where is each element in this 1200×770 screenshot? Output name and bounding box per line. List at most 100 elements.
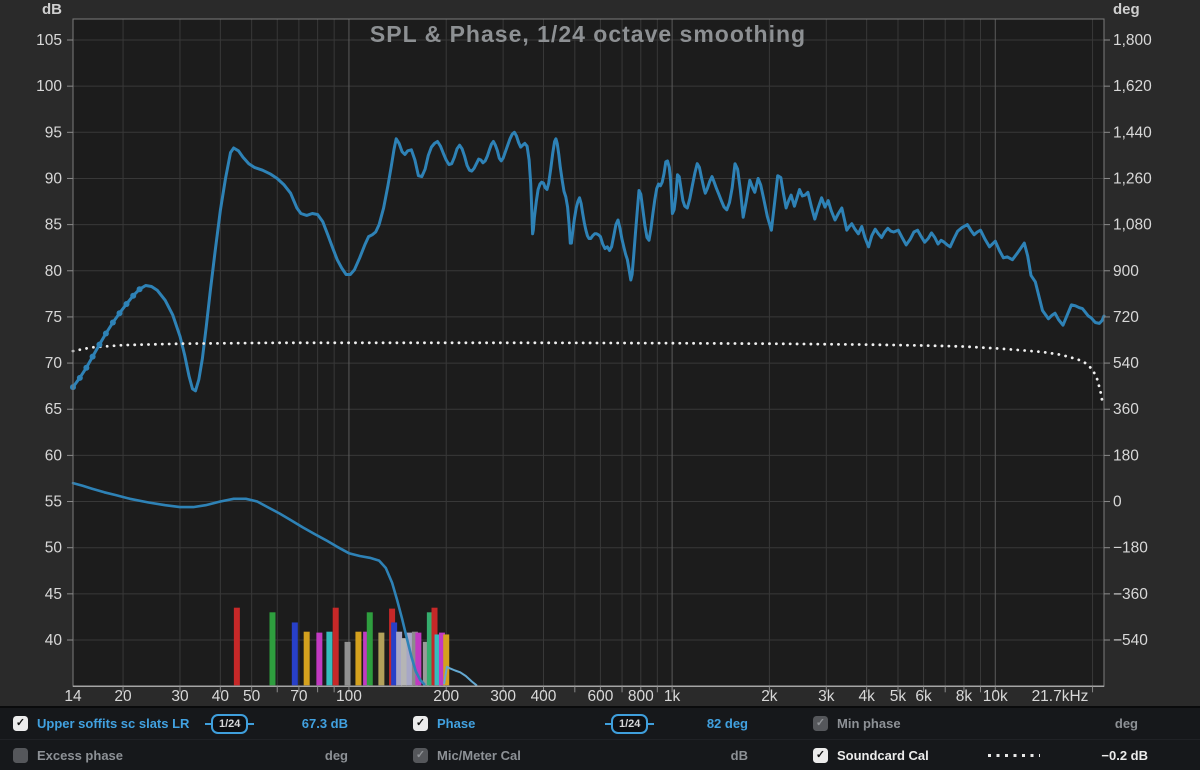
badge-dash xyxy=(205,722,211,725)
spl-data-dot xyxy=(102,330,109,337)
spl-data-dot xyxy=(109,319,116,326)
phase-smoothing-badge[interactable]: 1/24 xyxy=(611,713,649,734)
legend-cell-excess-phase: Excess phase deg xyxy=(0,740,400,770)
y-left-unit-label: dB xyxy=(42,1,62,18)
marker-bar xyxy=(355,631,362,686)
min-phase-label: Min phase xyxy=(837,716,901,731)
marker-bar xyxy=(400,638,407,686)
x-tick-label: 3k xyxy=(818,688,835,705)
marker-bar xyxy=(431,607,438,686)
legend-cell-upper-soffits: ✓ Upper soffits sc slats LR 1/24 67.3 dB xyxy=(0,708,400,739)
x-tick-label: 21.7kHz xyxy=(1032,688,1089,705)
legend-cell-mic-meter-cal: ✓ Mic/Meter Cal dB xyxy=(400,740,800,770)
marker-bar xyxy=(303,631,310,686)
y-axis-labels-db: 105 100 95 90 85 80 75 70 65 60 55 50 45 40 xyxy=(36,32,62,649)
spl-data-dot xyxy=(116,310,123,317)
spl-phase-chart: 14 20 30 40 50 70 100 200 300 400 600 800 1k 2k 3k 4k 5k… xyxy=(36,1,1153,705)
x-axis-labels: 14 20 30 40 50 70 100 200 300 400 600 800 1k 2k 3k 4k 5k… xyxy=(64,688,1088,705)
marker-bar xyxy=(316,632,323,686)
marker-bar xyxy=(326,631,333,686)
marker-bar xyxy=(443,634,450,686)
upper-soffits-checkbox[interactable]: ✓ xyxy=(13,716,28,731)
upper-soffits-smoothing-control: 1/24 xyxy=(205,713,255,734)
db-tick-label: 100 xyxy=(36,78,62,95)
deg-tick-label: −180 xyxy=(1113,540,1148,557)
marker-bar xyxy=(344,641,351,686)
soundcard-cal-readout: −0.2 dB xyxy=(1101,747,1148,763)
min-phase-readout: deg xyxy=(1114,716,1138,731)
excess-phase-label: Excess phase xyxy=(37,747,124,763)
chart-gridlines xyxy=(73,19,1104,687)
chart-title: SPL & Phase, 1/24 octave smoothing xyxy=(370,21,806,47)
marker-bar xyxy=(426,612,433,686)
x-tick-label: 70 xyxy=(290,688,308,705)
phase-checkbox[interactable]: ✓ xyxy=(413,716,428,731)
mic-meter-cal-readout: dB xyxy=(730,747,748,763)
marker-bar xyxy=(366,612,373,686)
spl-data-dot xyxy=(123,300,130,307)
y-right-unit-label: deg xyxy=(1113,1,1140,18)
trace-legend-panel: ✓ Upper soffits sc slats LR 1/24 67.3 dB ✓ Ph… xyxy=(0,706,1200,770)
deg-tick-label: 1,260 xyxy=(1113,170,1152,187)
plot-frame xyxy=(72,18,1105,688)
db-tick-label: 40 xyxy=(45,632,63,649)
plot-area[interactable] xyxy=(73,19,1104,687)
mic-meter-cal-label: Mic/Meter Cal xyxy=(437,747,521,763)
db-tick-label: 45 xyxy=(45,586,62,603)
soundcard-cal-checkbox[interactable]: ✓ xyxy=(813,747,828,763)
db-tick-label: 85 xyxy=(45,217,62,234)
x-tick-label: 800 xyxy=(628,688,654,705)
x-tick-label: 4k xyxy=(858,688,875,705)
x-tick-label: 2k xyxy=(761,688,778,705)
x-tick-label: 600 xyxy=(587,688,613,705)
x-tick-label: 10k xyxy=(983,688,1008,705)
marker-bar xyxy=(411,631,418,686)
db-tick-label: 90 xyxy=(45,170,63,187)
marker-bar xyxy=(434,634,441,686)
spl-data-dot xyxy=(96,341,103,348)
marker-bar xyxy=(396,631,403,686)
phase-tail-trace xyxy=(443,665,478,687)
y-axis-labels-deg: 1,800 1,620 1,440 1,260 1,080 900 720 540 360 180… xyxy=(1113,32,1152,649)
legend-row-2: Excess phase deg ✓ Mic/Meter Cal dB ✓ Soundcar… xyxy=(0,739,1200,770)
legend-cell-soundcard-cal: ✓ Soundcard Cal −0.2 dB xyxy=(800,740,1200,770)
mic-meter-cal-checkbox: ✓ xyxy=(413,747,428,763)
x-tick-label: 30 xyxy=(171,688,189,705)
chart-traces xyxy=(70,130,1106,687)
phase-readout: 82 deg xyxy=(706,716,748,731)
x-tick-label: 14 xyxy=(64,688,82,705)
spl-data-dot xyxy=(89,353,96,360)
badge-dash xyxy=(248,722,255,725)
deg-tick-label: −360 xyxy=(1113,586,1148,603)
marker-bar xyxy=(233,607,240,686)
axis-ticks xyxy=(67,39,1110,693)
phase-label: Phase xyxy=(437,716,476,731)
x-tick-label: 300 xyxy=(490,688,516,705)
db-tick-label: 55 xyxy=(45,494,62,511)
db-tick-label: 60 xyxy=(45,447,63,464)
soundcard-cal-label: Soundcard Cal xyxy=(837,747,929,763)
x-tick-label: 1k xyxy=(664,688,681,705)
marker-bar xyxy=(363,631,370,686)
db-tick-label: 75 xyxy=(45,309,62,326)
db-tick-label: 80 xyxy=(45,263,63,280)
x-tick-label: 8k xyxy=(956,688,973,705)
deg-tick-label: 1,080 xyxy=(1113,217,1152,234)
deg-tick-label: −540 xyxy=(1113,632,1148,649)
upper-soffits-smoothing-badge[interactable]: 1/24 xyxy=(211,713,249,734)
deg-tick-label: 0 xyxy=(1113,494,1122,511)
deg-tick-label: 1,440 xyxy=(1113,124,1152,141)
phase-smoothing-control: 1/24 xyxy=(605,713,655,734)
legend-cell-phase: ✓ Phase 1/24 82 deg xyxy=(400,708,800,739)
deg-tick-label: 720 xyxy=(1113,309,1139,326)
upper-soffits-readout: 67.3 dB xyxy=(301,716,348,731)
legend-cell-min-phase: ✓ Min phase deg xyxy=(800,708,1200,739)
soundcard-cal-line-style-sample xyxy=(988,754,1040,757)
x-tick-label: 200 xyxy=(433,688,459,705)
marker-bar xyxy=(415,632,422,686)
marker-bar xyxy=(406,632,413,686)
deg-tick-label: 900 xyxy=(1113,263,1139,280)
deg-tick-label: 1,620 xyxy=(1113,78,1152,95)
db-tick-label: 95 xyxy=(45,124,62,141)
